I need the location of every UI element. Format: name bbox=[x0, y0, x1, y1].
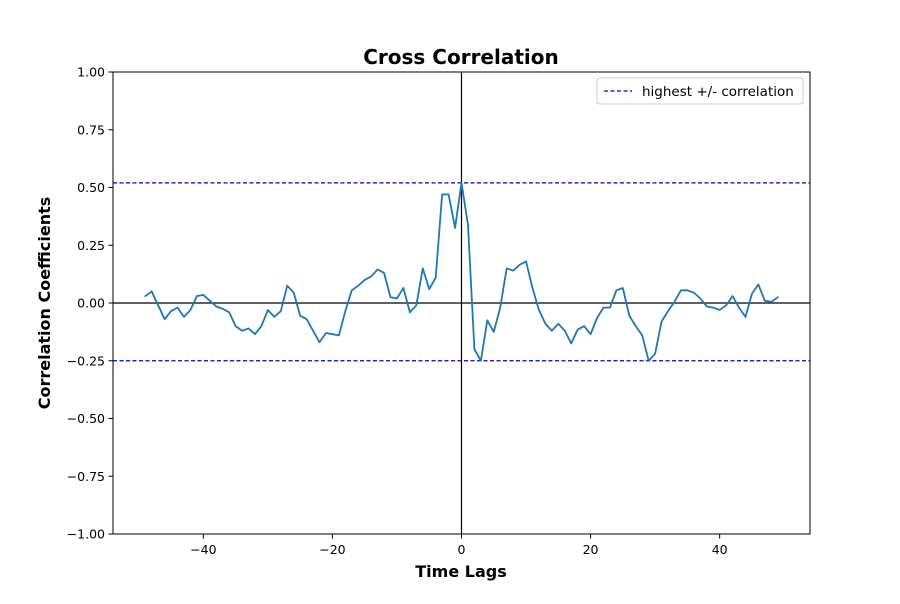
series-layer bbox=[144, 181, 779, 362]
correlation-series-line bbox=[144, 181, 779, 362]
x-axis-title: Time Lags bbox=[415, 562, 506, 581]
legend: highest +/- correlation bbox=[596, 77, 804, 105]
y-tick-label: −0.75 bbox=[67, 469, 105, 484]
y-tick-label: 0.00 bbox=[77, 296, 105, 311]
zero-lines bbox=[113, 72, 810, 534]
chart-title: Cross Correlation bbox=[363, 45, 559, 69]
y-tick-label: −1.00 bbox=[67, 527, 105, 542]
y-tick-label: −0.50 bbox=[67, 411, 105, 426]
y-tick-label: 0.75 bbox=[77, 122, 105, 137]
y-tick-label: 0.25 bbox=[77, 238, 105, 253]
y-tick-label: −0.25 bbox=[67, 353, 105, 368]
y-tick-label: 0.50 bbox=[77, 180, 105, 195]
x-tick-label: 20 bbox=[583, 542, 599, 557]
x-tick-label: 40 bbox=[712, 542, 728, 557]
y-tick-label: 1.00 bbox=[77, 65, 105, 80]
x-tick-label: 0 bbox=[458, 542, 466, 557]
x-tick-label: −40 bbox=[190, 542, 216, 557]
legend-label: highest +/- correlation bbox=[642, 84, 794, 100]
x-tick-label: −20 bbox=[319, 542, 345, 557]
y-axis: −1.00 −0.75 −0.50 −0.25 0.00 0.25 0.50 0.75 1.00 bbox=[67, 65, 113, 542]
legend-box bbox=[596, 77, 804, 105]
x-axis: −40 −20 0 20 40 bbox=[190, 534, 728, 557]
y-axis-title: Correlation Coefficients bbox=[35, 197, 54, 410]
